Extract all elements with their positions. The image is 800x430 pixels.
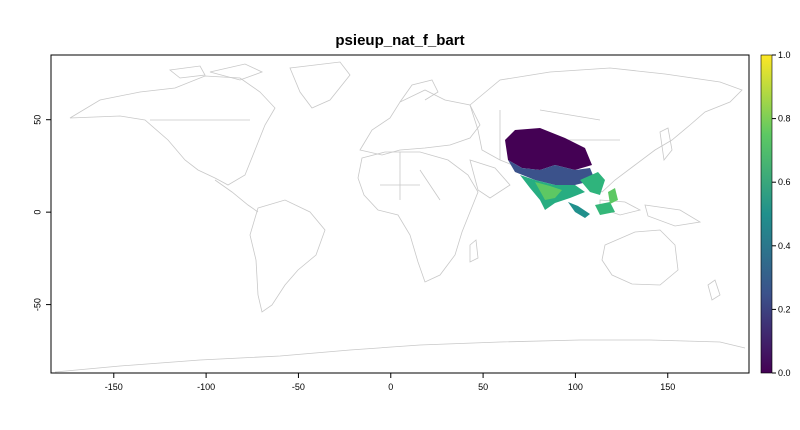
- raster-region-indochina: [580, 172, 605, 195]
- x-axis: -150 -100 -50 0 50 100 150: [105, 373, 675, 392]
- x-tick-label: 100: [568, 382, 583, 392]
- raster-region-malay: [568, 202, 590, 218]
- raster-region-borneo: [595, 202, 615, 215]
- x-tick-label: 150: [660, 382, 675, 392]
- raster-region-himalaya: [505, 128, 592, 170]
- y-tick-label: -50: [32, 298, 42, 311]
- y-tick-label: 0: [32, 210, 42, 215]
- legend-tick-label: 0.4: [778, 241, 791, 251]
- x-tick-label: -150: [105, 382, 123, 392]
- legend-tick-label: 0.0: [778, 368, 791, 378]
- legend-ticks: 1.0 0.8 0.6 0.4 0.2 0.0: [772, 50, 791, 378]
- legend-tick-label: 0.2: [778, 304, 791, 314]
- x-tick-label: -100: [197, 382, 215, 392]
- raster-region-central-india: [535, 182, 562, 200]
- y-axis: 50 0 -50: [32, 115, 51, 311]
- legend-tick-label: 0.6: [778, 177, 791, 187]
- raster-layer: [505, 128, 618, 218]
- raster-region-north-plains: [508, 160, 595, 185]
- legend-tick-label: 0.8: [778, 114, 791, 124]
- world-borders: [54, 61, 746, 373]
- plot-frame: [50, 54, 750, 374]
- y-tick-label: 50: [32, 115, 42, 125]
- x-tick-label: 50: [478, 382, 488, 392]
- x-tick-label: 0: [388, 382, 393, 392]
- x-tick-label: -50: [292, 382, 305, 392]
- legend-colorbar: [760, 54, 773, 374]
- map-title: psieup_nat_f_bart: [335, 32, 465, 49]
- legend-tick-label: 1.0: [778, 50, 791, 60]
- raster-region-philippines: [608, 188, 618, 204]
